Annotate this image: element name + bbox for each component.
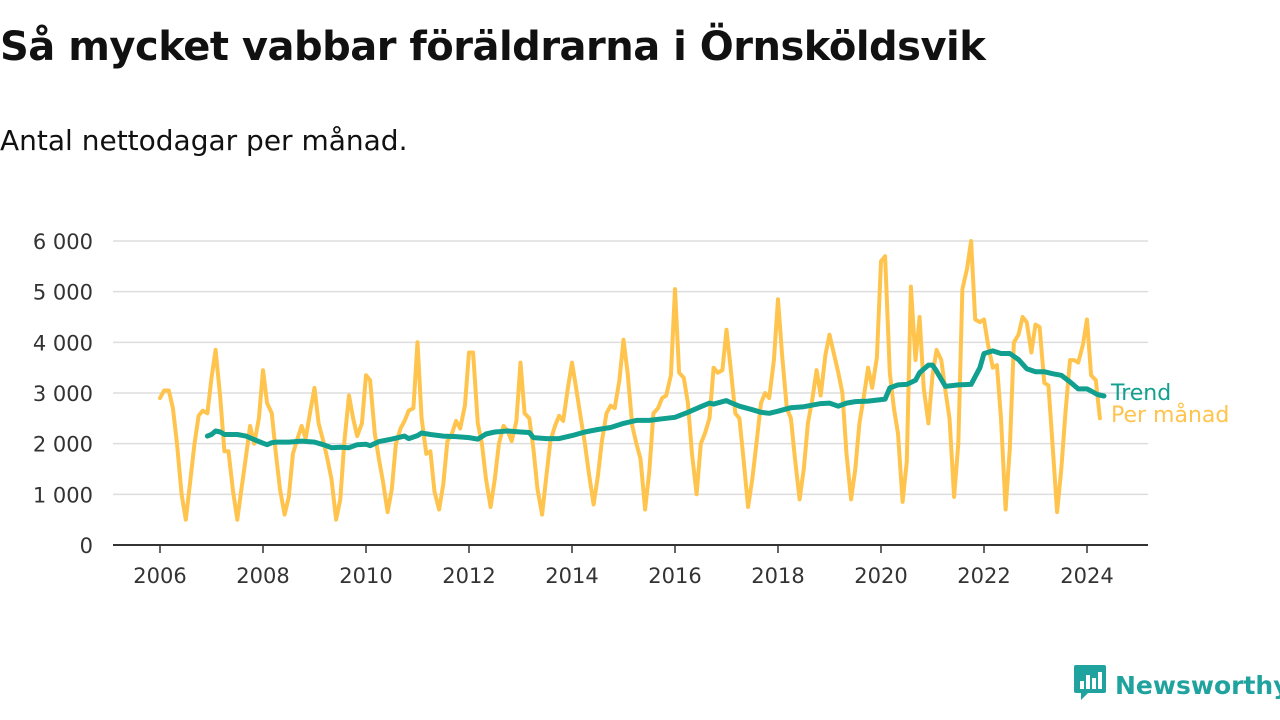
y-tick-label: 4 000 [33,331,93,355]
bar-chart-speech-bubble-icon [1073,664,1107,706]
y-tick-label: 5 000 [33,281,93,305]
legend-label-trend: Trend [1110,381,1171,406]
y-tick-label: 0 [80,534,93,558]
series-line-trend [204,348,1107,451]
brand-name: Newsworthy [1115,670,1280,700]
x-tick-label: 2014 [545,564,598,588]
y-tick-label: 1 000 [33,483,93,507]
y-tick-label: 6 000 [33,230,93,254]
x-tick-label: 2006 [133,564,186,588]
series-lines [158,239,1107,522]
newsworthy-logo[interactable]: Newsworthy [1073,664,1280,706]
legend-label-per-manad: Per månad [1111,402,1229,428]
x-tick-label: 2008 [236,564,289,588]
x-tick-label: 2020 [854,564,907,588]
chart-title: Så mycket vabbar föräldrarna i Örnskölds… [0,24,986,70]
x-tick-label: 2024 [1060,564,1113,588]
x-tick-label: 2018 [751,564,804,588]
chart-subtitle: Antal nettodagar per månad. [0,124,408,157]
axes: 0 1 000 2 000 3 000 4 000 5 000 6 000 2006 2008 2… [33,230,1148,588]
y-tick-label: 3 000 [33,382,93,406]
x-tick-label: 2022 [957,564,1010,588]
x-tick-label: 2012 [442,564,495,588]
x-tick-label: 2016 [648,564,701,588]
x-tick-label: 2010 [339,564,392,588]
series-line-per-manad [158,239,1102,522]
y-tick-label: 2 000 [33,433,93,457]
